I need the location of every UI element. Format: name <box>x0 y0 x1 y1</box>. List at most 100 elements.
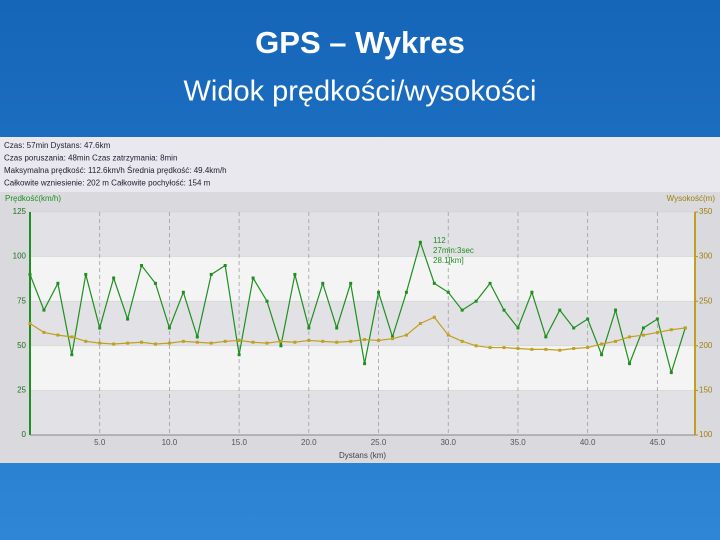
series-line <box>29 316 686 351</box>
slide-subtitle: Widok prędkości/wysokości <box>184 76 537 108</box>
point <box>126 317 130 321</box>
point <box>586 317 590 321</box>
point <box>558 348 562 352</box>
point <box>195 340 199 344</box>
slide-title: GPS – Wykres <box>255 25 465 60</box>
point <box>655 330 659 334</box>
point <box>530 347 534 351</box>
point <box>56 281 60 285</box>
point <box>669 371 673 375</box>
info-line: Maksymalna prędkość: 112.6km/h Średnia p… <box>4 166 227 175</box>
point <box>600 342 604 346</box>
point <box>614 308 618 312</box>
y2-tick-label: 350 <box>699 207 713 216</box>
point <box>237 353 241 357</box>
point <box>195 335 199 339</box>
point <box>572 326 576 330</box>
y2-tick-label: 200 <box>699 341 713 350</box>
point <box>293 340 297 344</box>
point <box>432 315 436 319</box>
point <box>530 290 534 294</box>
point <box>70 353 74 357</box>
info-line: Czas poruszania: 48min Czas zatrzymania:… <box>4 154 177 163</box>
point <box>321 281 325 285</box>
x-tick-label: 5.0 <box>94 438 106 447</box>
info-box <box>0 137 720 192</box>
point <box>446 333 450 337</box>
point <box>474 299 478 303</box>
point <box>265 299 269 303</box>
y-tick-label: 75 <box>17 296 26 305</box>
point <box>390 337 394 341</box>
point <box>627 335 631 339</box>
point <box>56 333 60 337</box>
point <box>223 264 227 268</box>
point <box>683 326 687 330</box>
point <box>460 308 464 312</box>
point <box>377 290 381 294</box>
info-line: Czas: 57min Dystans: 47.6km <box>4 141 111 150</box>
point <box>84 272 88 276</box>
point <box>42 308 46 312</box>
point <box>390 335 394 339</box>
point <box>307 326 311 330</box>
point <box>404 290 408 294</box>
x-tick-label: 20.0 <box>301 438 317 447</box>
point <box>153 342 157 346</box>
point <box>209 272 213 276</box>
point <box>377 338 381 342</box>
point <box>641 333 645 337</box>
x-tick-label: 40.0 <box>580 438 596 447</box>
point <box>502 346 506 350</box>
point <box>112 276 116 280</box>
grid-band <box>30 212 695 257</box>
point <box>293 272 297 276</box>
annotation: 112 <box>433 236 446 245</box>
point <box>126 341 130 345</box>
point <box>265 341 269 345</box>
point <box>516 346 520 350</box>
point <box>279 344 283 348</box>
point <box>251 276 255 280</box>
y-tick-label: 100 <box>13 252 27 261</box>
point <box>98 326 102 330</box>
point <box>446 290 450 294</box>
point <box>84 339 88 343</box>
point <box>460 339 464 343</box>
chart: Czas: 57min Dystans: 47.6km Czas poruszan… <box>4 141 715 460</box>
point <box>363 362 367 366</box>
point <box>335 326 339 330</box>
point <box>655 317 659 321</box>
point <box>474 344 478 348</box>
point <box>627 362 631 366</box>
point <box>669 328 673 332</box>
annotation: 27min:3sec <box>433 246 474 255</box>
point <box>321 339 325 343</box>
grid-band <box>30 301 695 346</box>
series-line <box>29 240 686 375</box>
point <box>363 338 367 342</box>
x-tick-label: 25.0 <box>371 438 387 447</box>
point <box>418 240 422 244</box>
x-tick-label: 30.0 <box>440 438 456 447</box>
point <box>349 281 353 285</box>
point <box>153 281 157 285</box>
point <box>432 281 436 285</box>
point <box>502 308 506 312</box>
point <box>404 333 408 337</box>
x-axis-label: Dystans (km) <box>339 451 386 460</box>
point <box>544 335 548 339</box>
point <box>28 322 32 325</box>
point <box>544 347 548 351</box>
annotation: 28.1[km] <box>433 256 464 265</box>
y2-tick-label: 150 <box>699 386 713 395</box>
point <box>279 339 283 343</box>
point <box>70 335 74 339</box>
point <box>488 346 492 350</box>
point <box>558 308 562 312</box>
grid-band <box>30 390 695 435</box>
y2-tick-label: 100 <box>699 430 713 439</box>
x-tick-label: 35.0 <box>510 438 526 447</box>
